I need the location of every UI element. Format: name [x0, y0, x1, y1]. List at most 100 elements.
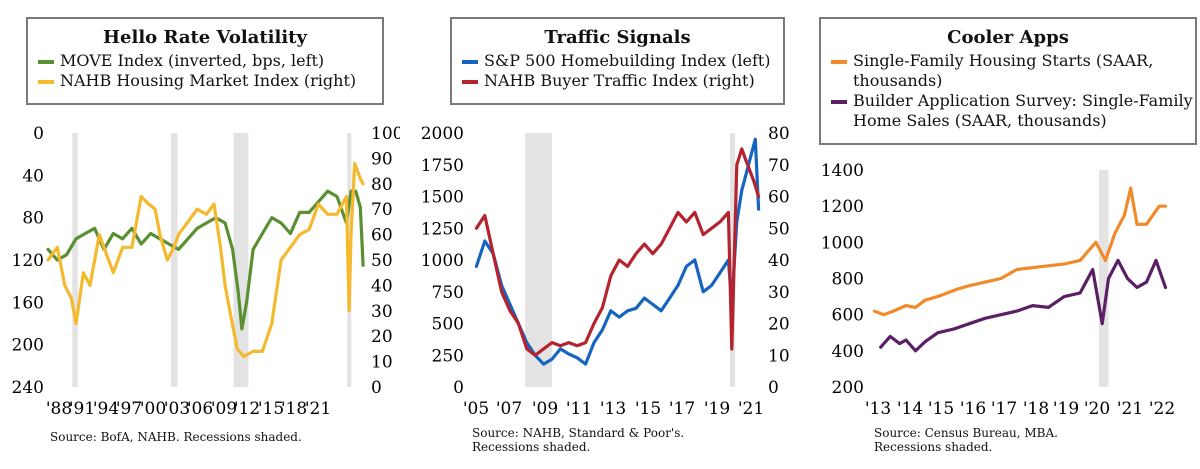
x-tick: '00 — [140, 399, 166, 419]
chart-title: Cooler Apps — [947, 27, 1069, 48]
recession-band — [72, 133, 78, 387]
source-note: Source: Census Bureau, MBA. Recessions s… — [874, 426, 1058, 454]
y-tick-left: 0 — [33, 124, 44, 144]
x-tick: '94 — [93, 399, 119, 419]
chart-panel-rate-volatility: Hello Rate Volatility MOVE Index (invert… — [0, 0, 400, 469]
y-tick-right: 30 — [371, 302, 393, 322]
y-tick-left: 1400 — [821, 161, 864, 181]
x-tick: '21 — [305, 399, 331, 419]
x-tick: '06 — [187, 399, 213, 419]
y-tick-right: 10 — [768, 346, 790, 366]
recession-band — [171, 133, 178, 387]
source-line: Recessions shaded. — [472, 440, 591, 454]
y-tick-right: 30 — [768, 283, 790, 303]
x-tick: '20 — [1084, 399, 1110, 419]
chart-title: Hello Rate Volatility — [103, 27, 307, 48]
y-tick-left: 1750 — [421, 156, 464, 176]
x-tick: '18 — [281, 399, 307, 419]
legend-swatch-icon — [462, 60, 478, 64]
y-tick-right: 90 — [371, 149, 393, 169]
x-tick: '21 — [738, 399, 764, 419]
chart-panel-traffic-signals: Traffic Signals S&P 500 Homebuilding Ind… — [400, 0, 800, 469]
source-note: Source: BofA, NAHB. Recessions shaded. — [50, 430, 302, 444]
legend-item: MOVE Index (inverted, bps, left) — [38, 51, 382, 71]
y-tick-left: 500 — [432, 315, 464, 335]
legend-item: NAHB Buyer Traffic Index (right) — [462, 71, 783, 91]
y-tick-left: 0 — [453, 378, 464, 398]
y-tick-right: 0 — [371, 378, 382, 398]
x-tick: '14 — [897, 399, 923, 419]
y-tick-left: 200 — [832, 378, 864, 398]
series-line — [879, 258, 1168, 353]
y-tick-left: 800 — [832, 270, 864, 290]
y-tick-left: 160 — [12, 293, 44, 313]
legend-item: S&P 500 Homebuilding Index (left) — [462, 51, 783, 71]
legend-swatch-icon — [38, 60, 54, 64]
series-line — [46, 161, 365, 359]
y-tick-right: 40 — [371, 276, 393, 296]
y-tick-right: 20 — [768, 315, 790, 335]
chart-title: Traffic Signals — [544, 27, 691, 48]
legend-label: NAHB Housing Market Index (right) — [60, 71, 357, 90]
recession-band — [233, 133, 249, 387]
x-tick: '12 — [234, 399, 260, 419]
y-tick-left: 240 — [12, 378, 44, 398]
legend-label: Builder Application Survey: Single-Famil… — [853, 91, 1193, 130]
y-tick-right: 20 — [371, 327, 393, 347]
y-tick-left: 250 — [432, 346, 464, 366]
x-tick: '19 — [704, 399, 730, 419]
x-tick: '91 — [69, 399, 95, 419]
legend-box: Hello Rate Volatility MOVE Index (invert… — [26, 17, 384, 105]
legend-label: Single-Family Housing Starts (SAAR, thou… — [853, 51, 1154, 90]
x-tick: '13 — [600, 399, 626, 419]
y-tick-left: 1500 — [421, 188, 464, 208]
x-tick: '15 — [258, 399, 284, 419]
y-tick-right: 50 — [371, 251, 393, 271]
x-tick: '05 — [463, 399, 489, 419]
legend-item: Builder Application Survey: Single-Famil… — [831, 91, 1195, 131]
y-tick-right: 80 — [768, 124, 790, 144]
series-line — [474, 147, 761, 357]
y-tick-right: 100 — [371, 124, 400, 144]
x-tick: '09 — [211, 399, 237, 419]
y-tick-right: 80 — [371, 175, 393, 195]
series-line — [46, 189, 365, 331]
y-tick-right: 50 — [768, 219, 790, 239]
y-tick-left: 1000 — [421, 251, 464, 271]
recession-band — [730, 133, 736, 387]
x-tick: '17 — [991, 399, 1017, 419]
chart-rate-volatility: 0 40 80 120 160 200 240 0 10 20 30 40 50 60 70 80 90 100 '… — [12, 124, 400, 419]
y-tick-left: 400 — [832, 342, 864, 362]
source-note: Source: NAHB, Standard & Poor's. Recessi… — [472, 426, 684, 454]
legend-swatch-icon — [831, 60, 847, 64]
y-tick-right: 0 — [768, 378, 779, 398]
x-tick: '09 — [532, 399, 558, 419]
source-line: Source: Census Bureau, MBA. — [874, 426, 1058, 440]
x-tick: '15 — [635, 399, 661, 419]
x-tick: '22 — [1149, 399, 1175, 419]
chart-panel-cooler-apps: Cooler Apps Single-Family Housing Starts… — [800, 0, 1200, 469]
y-tick-right: 40 — [768, 251, 790, 271]
legend-item: Single-Family Housing Starts (SAAR, thou… — [831, 51, 1195, 91]
y-tick-left: 1000 — [821, 233, 864, 253]
x-tick: '11 — [566, 399, 592, 419]
legend-label: MOVE Index (inverted, bps, left) — [60, 51, 325, 70]
x-tick: '18 — [1023, 399, 1049, 419]
recession-band — [1099, 170, 1109, 387]
y-tick-right: 70 — [371, 200, 393, 220]
x-tick: '97 — [116, 399, 142, 419]
x-tick: '21 — [1117, 399, 1143, 419]
legend-label: S&P 500 Homebuilding Index (left) — [484, 51, 771, 70]
y-tick-left: 750 — [432, 283, 464, 303]
legend-swatch-icon — [38, 80, 54, 84]
source-line: Source: NAHB, Standard & Poor's. — [472, 426, 685, 440]
x-tick: '07 — [496, 399, 522, 419]
x-tick: '03 — [164, 399, 190, 419]
source-line: Recessions shaded. — [874, 440, 993, 454]
y-tick-left: 80 — [22, 209, 44, 229]
legend-label: NAHB Buyer Traffic Index (right) — [484, 71, 755, 90]
y-tick-left: 2000 — [421, 124, 464, 144]
y-tick-left: 1200 — [821, 197, 864, 217]
x-tick: '13 — [865, 399, 891, 419]
y-tick-left: 200 — [12, 336, 44, 356]
